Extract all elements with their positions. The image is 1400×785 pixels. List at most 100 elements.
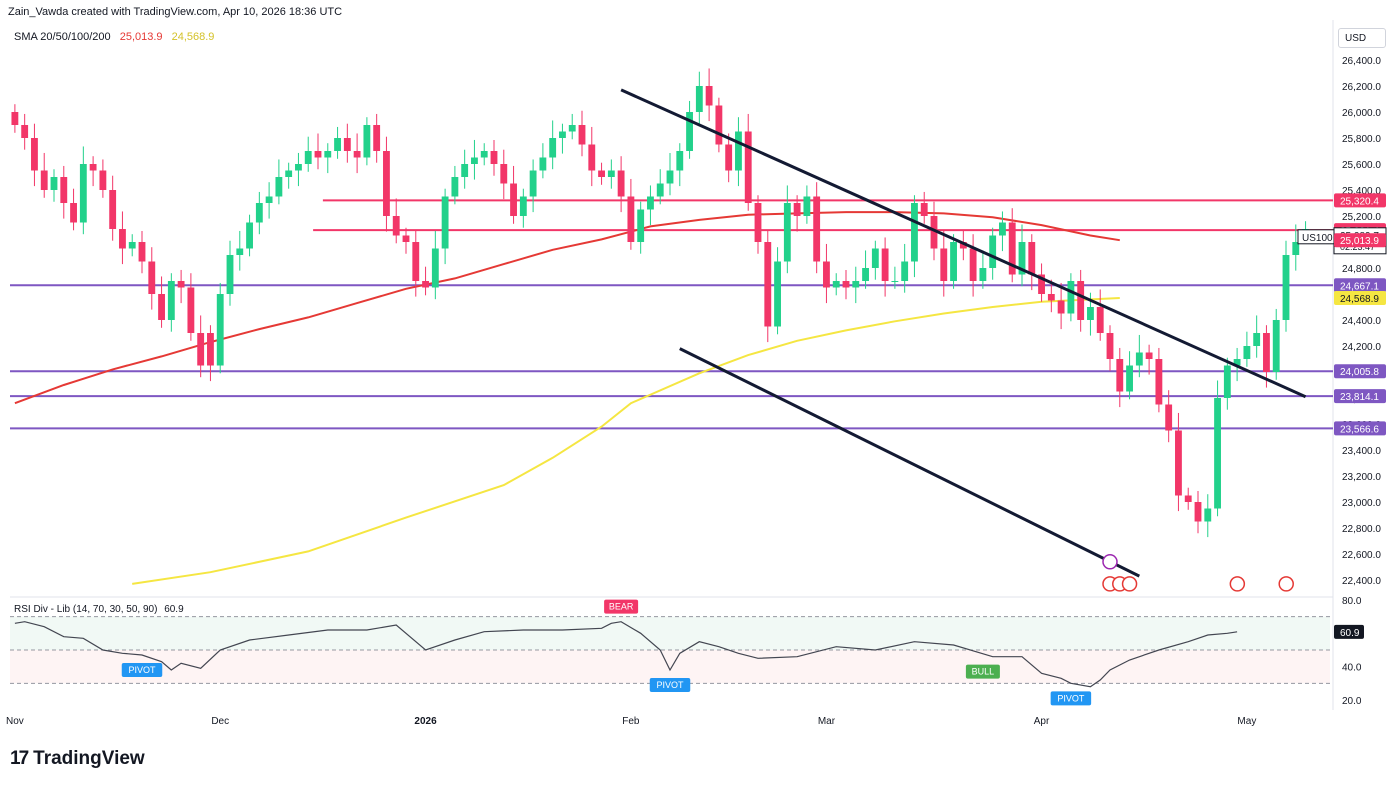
- candle-body: [744, 131, 752, 203]
- candle: [441, 188, 449, 265]
- rsi-signal-marker: BEAR: [604, 599, 639, 614]
- candle-body: [402, 235, 410, 242]
- candle-body: [392, 216, 400, 236]
- candle: [138, 230, 146, 274]
- candle: [79, 146, 87, 235]
- candle: [373, 113, 381, 163]
- candle: [1116, 347, 1124, 408]
- candle-body: [823, 261, 830, 288]
- price-tag-box: [1334, 278, 1386, 293]
- candle: [529, 159, 537, 213]
- candle: [1057, 282, 1065, 330]
- candle: [167, 273, 175, 332]
- price-tick-label: 26,400.0: [1342, 56, 1381, 67]
- price-tick-label: 25,800.0: [1342, 134, 1381, 145]
- candle-body: [255, 203, 263, 223]
- candle-body: [1214, 398, 1221, 509]
- candle: [265, 182, 273, 219]
- price-tag: 24,005.8: [1334, 364, 1386, 379]
- candle: [871, 240, 879, 280]
- candle-body: [177, 281, 185, 288]
- candle: [1018, 224, 1026, 287]
- candle-body: [510, 183, 517, 216]
- candle-body: [871, 248, 879, 268]
- candle: [60, 165, 68, 219]
- candle-body: [969, 248, 977, 281]
- candle-body: [236, 248, 244, 255]
- price-tag: 23,814.1: [1334, 389, 1386, 404]
- rsi-line: [14, 621, 1238, 688]
- candle-body: [246, 222, 253, 249]
- candle-body: [764, 242, 772, 327]
- candle-body: [89, 164, 97, 171]
- candle: [1194, 490, 1202, 534]
- sma-legend[interactable]: SMA 20/50/100/200 25,013.9 24,568.9: [14, 31, 214, 43]
- candle-body: [31, 138, 38, 171]
- price-tag: 25,013.9: [1334, 233, 1386, 248]
- candle-body: [167, 281, 175, 320]
- currency-selector[interactable]: USD: [1338, 28, 1386, 48]
- symbol-tag-label: US100: [1302, 233, 1333, 244]
- candle: [735, 117, 742, 187]
- price-tag-label: 24,568.9: [1340, 294, 1379, 305]
- candle-body: [471, 157, 478, 164]
- price-tag-box: [1334, 193, 1386, 208]
- candle-body: [461, 164, 469, 177]
- candle-body: [617, 170, 625, 197]
- candle-body: [1106, 333, 1114, 359]
- candle: [21, 113, 29, 150]
- candle: [1243, 331, 1251, 367]
- candle-body: [70, 203, 77, 223]
- price-tag-box: [1334, 291, 1386, 306]
- candle: [539, 143, 547, 179]
- candle: [431, 230, 439, 300]
- price-tag-label: 25,013.9: [1340, 236, 1379, 247]
- rsi-signal-label: BULL: [972, 667, 995, 677]
- candle-body: [1008, 222, 1016, 275]
- price-tick-label: 23,400.0: [1342, 446, 1381, 457]
- candle-body: [1096, 307, 1104, 333]
- price-tick-label: 23,200.0: [1342, 472, 1381, 483]
- candle: [999, 211, 1006, 252]
- candle: [764, 230, 772, 343]
- candle-body: [852, 281, 860, 288]
- candle-body: [656, 183, 664, 197]
- price-tag: 24,568.9: [1334, 291, 1386, 306]
- candle-body: [11, 112, 19, 125]
- candle-body: [128, 242, 136, 249]
- candle: [275, 159, 283, 205]
- candle: [969, 234, 977, 297]
- price-tag-box: [1334, 233, 1386, 248]
- sma-yellow-line: [132, 297, 1120, 585]
- candle-body: [686, 112, 693, 151]
- candle-body: [627, 196, 635, 242]
- candle: [901, 243, 909, 293]
- candle-body: [500, 164, 508, 184]
- candle: [383, 136, 390, 232]
- rsi-legend[interactable]: RSI Div - Lib (14, 70, 30, 50, 90) 60.9: [14, 604, 184, 615]
- candle-body: [999, 222, 1006, 236]
- candle-body: [832, 281, 840, 288]
- candle-body: [158, 294, 165, 320]
- candle: [1282, 240, 1290, 332]
- candle-body: [539, 157, 547, 171]
- candle: [1184, 487, 1192, 510]
- candle: [1028, 234, 1036, 291]
- candle: [480, 143, 488, 166]
- candle: [793, 195, 801, 232]
- candle-body: [1145, 352, 1153, 359]
- candle-body: [343, 138, 351, 151]
- price-chart[interactable]: 26,400.0 26,200.0 26,000.0 25,800.0 25,600.0…: [0, 0, 1400, 740]
- candle-body: [920, 203, 928, 216]
- candle-body: [275, 177, 283, 197]
- candle: [1077, 269, 1085, 332]
- time-axis-label: 2026: [414, 716, 437, 727]
- candle-body: [813, 196, 821, 262]
- candle-body: [1243, 346, 1251, 359]
- candle: [813, 182, 821, 274]
- candle-body: [207, 333, 214, 366]
- candle: [1008, 208, 1016, 283]
- candle-body: [79, 164, 87, 223]
- candle: [50, 169, 58, 202]
- rsi-signal-label: PIVOT: [128, 665, 156, 675]
